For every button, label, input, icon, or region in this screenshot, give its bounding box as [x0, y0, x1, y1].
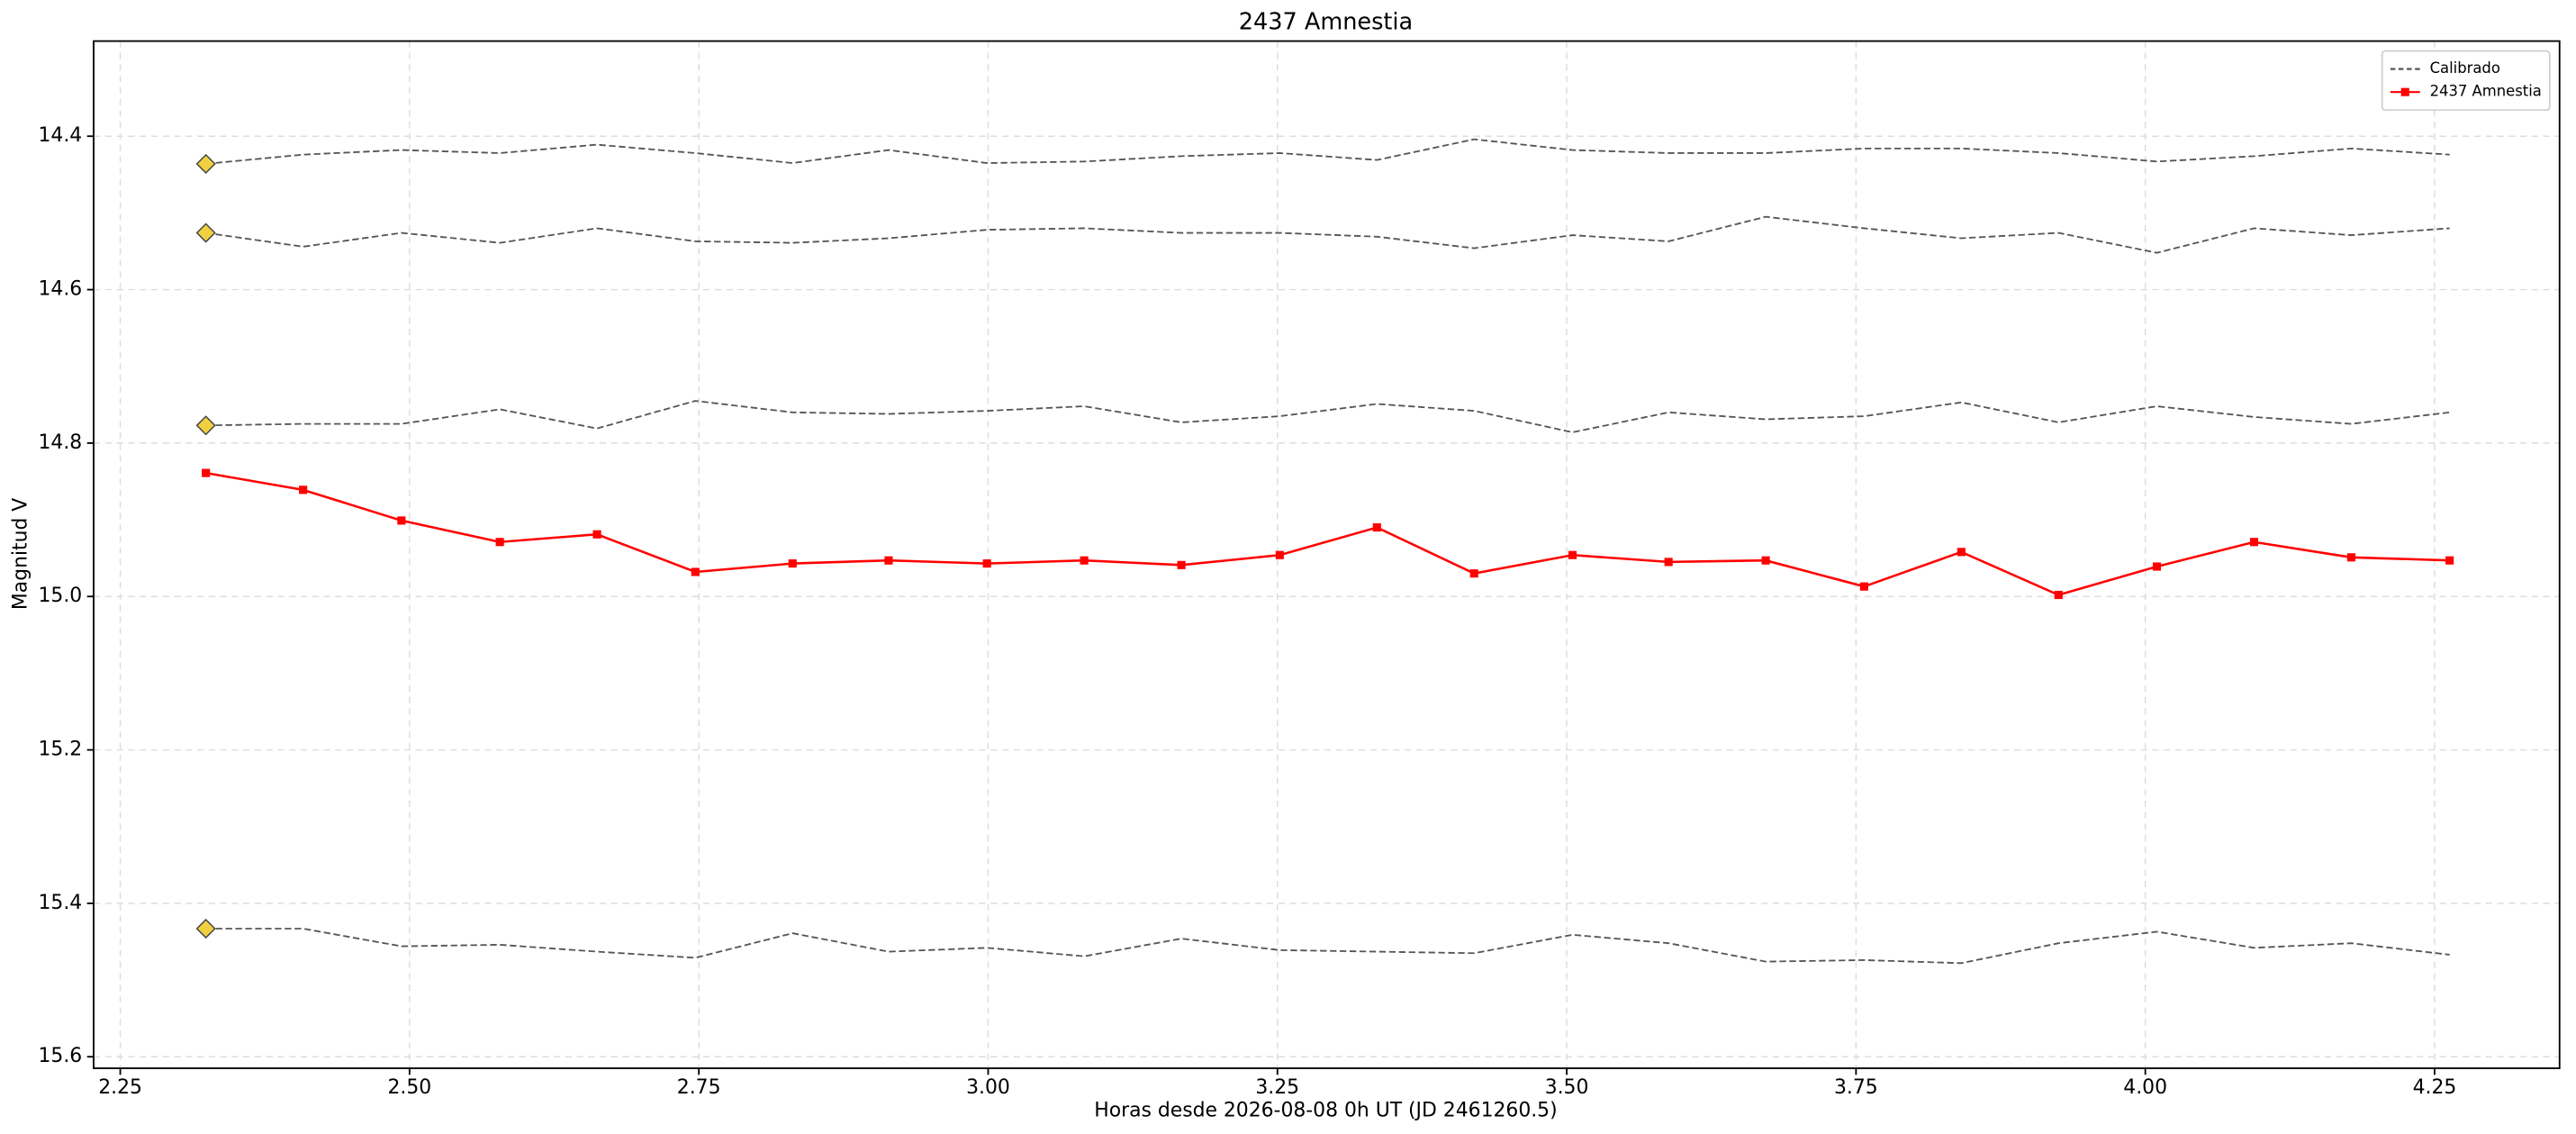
y-tick-label: 15.2 — [39, 739, 83, 761]
start-marker — [195, 415, 216, 436]
data-point — [592, 530, 601, 539]
data-point — [2346, 553, 2355, 562]
data-point — [1568, 550, 1577, 559]
x-tick-label: 2.25 — [98, 1076, 142, 1099]
data-point — [2054, 590, 2063, 600]
series-line — [205, 138, 2450, 165]
x-tick-label: 2.75 — [677, 1076, 721, 1099]
y-tick-label: 14.8 — [39, 431, 83, 454]
data-point — [1372, 523, 1381, 532]
data-point — [2445, 556, 2454, 565]
series-line — [205, 215, 2450, 254]
x-tick-label: 3.25 — [1255, 1076, 1299, 1099]
x-axis-label: Horas desde 2026-08-08 0h UT (JD 2461260… — [1094, 1099, 1557, 1121]
start-marker — [195, 918, 216, 939]
data-point — [2152, 562, 2162, 571]
y-tick-label: 15.0 — [39, 585, 83, 607]
y-axis-label: Magnitud V — [10, 498, 32, 610]
data-point — [299, 485, 308, 494]
y-tick-label: 15.6 — [39, 1045, 83, 1067]
data-point — [2249, 538, 2259, 547]
legend-box — [2381, 50, 2551, 112]
data-point — [1859, 582, 1868, 591]
data-point — [1469, 569, 1478, 578]
data-point — [1275, 550, 1284, 559]
data-point — [495, 538, 504, 547]
data-point — [884, 556, 893, 565]
x-tick-label: 3.00 — [966, 1076, 1010, 1099]
data-point — [982, 559, 991, 568]
x-tick-label: 2.50 — [388, 1076, 432, 1099]
series-line — [205, 400, 2450, 433]
data-point — [1957, 548, 1966, 557]
series-line — [205, 471, 2450, 596]
data-point — [788, 559, 797, 568]
y-tick-label: 15.4 — [39, 892, 83, 914]
data-point — [202, 468, 211, 477]
x-tick-label: 3.75 — [1834, 1076, 1878, 1099]
plot-frame — [93, 40, 2561, 1069]
data-point — [1761, 556, 1770, 565]
legend-label: 2437 Amnestia — [2430, 83, 2542, 100]
y-tick-label: 14.4 — [39, 124, 83, 147]
data-point — [1177, 560, 1186, 569]
data-point — [1664, 558, 1673, 567]
x-tick-label: 4.00 — [2123, 1076, 2167, 1099]
legend: Calibrado 2437 Amnestia — [2381, 50, 2551, 112]
data-point — [691, 567, 700, 576]
legend-marker — [2400, 87, 2409, 96]
data-point — [1080, 556, 1089, 565]
y-tick-label: 14.6 — [39, 278, 83, 301]
series-line — [205, 928, 2450, 965]
x-tick-label: 4.25 — [2413, 1076, 2457, 1099]
data-point — [397, 516, 406, 525]
start-marker — [195, 153, 216, 174]
x-tick-label: 3.50 — [1545, 1076, 1589, 1099]
chart-title: 2437 Amnestia — [1239, 9, 1413, 36]
legend-label: Calibrado — [2430, 59, 2500, 77]
start-marker — [195, 222, 216, 243]
